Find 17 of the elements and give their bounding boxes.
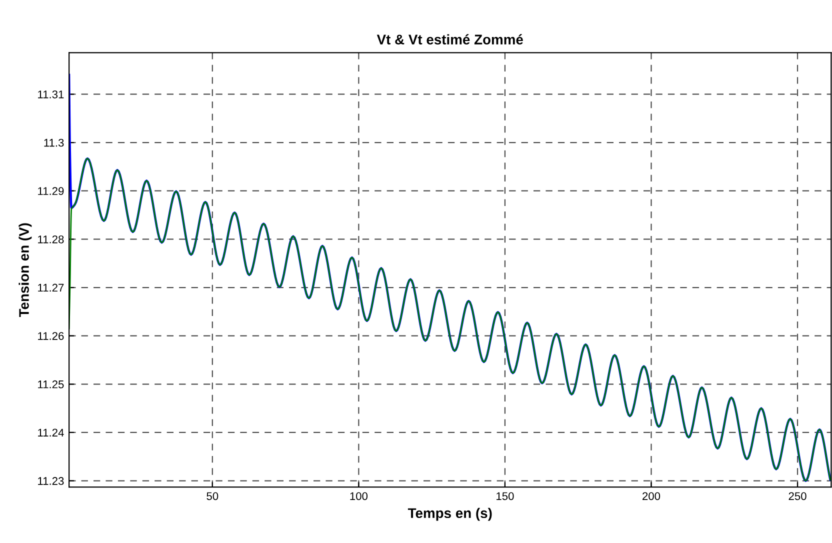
y-tick-label: 11.3 xyxy=(44,138,64,147)
y-tick-label: 11.26 xyxy=(38,332,64,340)
y-tick-label: 11.23 xyxy=(38,477,64,485)
x-tick-label: 200 xyxy=(642,492,660,500)
y-tick-label: 11.29 xyxy=(38,187,64,196)
y-tick-label: 11.24 xyxy=(38,428,64,436)
y-tick-label: 11.28 xyxy=(38,235,64,244)
x-tick-label: 100 xyxy=(350,492,368,500)
y-tick-label: 11.31 xyxy=(38,90,64,98)
y-axis-title: Tension en (V) xyxy=(18,223,32,318)
y-tick-label: 11.27 xyxy=(38,284,64,292)
x-tick-label: 50 xyxy=(206,492,218,500)
chart-title: Vt & Vt estimé Zommé xyxy=(376,34,523,44)
y-tick-label: 11.25 xyxy=(38,380,64,388)
x-tick-label: 150 xyxy=(496,492,514,500)
x-tick-label: 250 xyxy=(788,492,806,500)
x-axis-title: Temps en (s) xyxy=(408,508,492,521)
